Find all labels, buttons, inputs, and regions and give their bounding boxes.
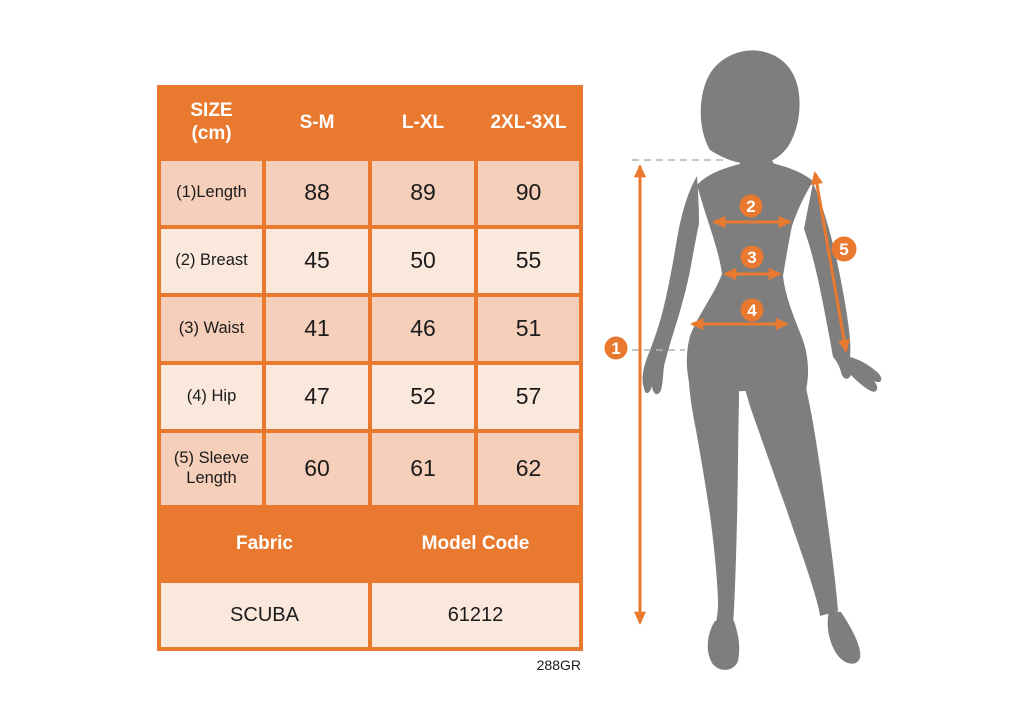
value-length-2xl3xl: 90: [478, 161, 579, 225]
value-length-lxl: 89: [372, 161, 474, 225]
header-col-lxl: L-XL: [372, 89, 474, 157]
svg-text:1: 1: [611, 339, 620, 358]
header-col-sm: S-M: [266, 89, 368, 157]
row-label-waist: (3) Waist: [161, 297, 262, 361]
hair-shape: [700, 50, 800, 165]
svg-text:5: 5: [839, 240, 848, 259]
model-code-value: 61212: [372, 583, 579, 647]
value-waist-lxl: 46: [372, 297, 474, 361]
value-hip-lxl: 52: [372, 365, 474, 429]
header-size-cm: SIZE (cm): [161, 89, 262, 157]
measure-badge-5: 5: [831, 236, 857, 262]
body-measurement-diagram: 1 2 3 4 5: [604, 50, 882, 670]
svg-text:2: 2: [746, 197, 755, 216]
svg-text:4: 4: [747, 301, 757, 320]
measure-badge-3: 3: [740, 245, 764, 269]
value-waist-sm: 41: [266, 297, 368, 361]
right-leg-shape: [739, 356, 838, 616]
value-length-sm: 88: [266, 161, 368, 225]
size-table: SIZE (cm) S-M L-XL 2XL-3XL (1)Length 88 …: [157, 85, 583, 651]
measure-badge-4: 4: [740, 298, 764, 322]
header-col-2xl3xl: 2XL-3XL: [478, 89, 579, 157]
left-arm-shape: [642, 176, 699, 395]
row-label-breast: (2) Breast: [161, 229, 262, 293]
value-breast-lxl: 50: [372, 229, 474, 293]
footer-header-fabric: Fabric: [161, 509, 368, 579]
fabric-value: SCUBA: [161, 583, 368, 647]
header-size-line2: (cm): [191, 123, 232, 144]
right-foot-shape: [827, 611, 861, 664]
footer-header-model-code: Model Code: [372, 509, 579, 579]
value-waist-2xl3xl: 51: [478, 297, 579, 361]
female-silhouette: [642, 50, 882, 670]
value-sleeve-sm: 60: [266, 433, 368, 505]
measure-badge-2: 2: [739, 194, 763, 218]
header-size-line1: SIZE: [190, 100, 233, 122]
value-hip-sm: 47: [266, 365, 368, 429]
value-breast-sm: 45: [266, 229, 368, 293]
left-leg-shape: [688, 345, 739, 627]
value-sleeve-2xl3xl: 62: [478, 433, 579, 505]
svg-text:3: 3: [747, 248, 756, 267]
measure-arrow-sleeve: [810, 171, 851, 353]
value-sleeve-lxl: 61: [372, 433, 474, 505]
value-breast-2xl3xl: 55: [478, 229, 579, 293]
left-foot-shape: [707, 621, 740, 670]
row-label-hip: (4) Hip: [161, 365, 262, 429]
right-arm-shape: [804, 183, 882, 392]
row-label-sleeve-length: (5) Sleeve Length: [161, 433, 262, 505]
weight-note: 288GR: [536, 657, 581, 673]
value-hip-2xl3xl: 57: [478, 365, 579, 429]
neck-shape: [738, 136, 776, 168]
measure-badge-1: 1: [604, 336, 628, 360]
row-label-length: (1)Length: [161, 161, 262, 225]
